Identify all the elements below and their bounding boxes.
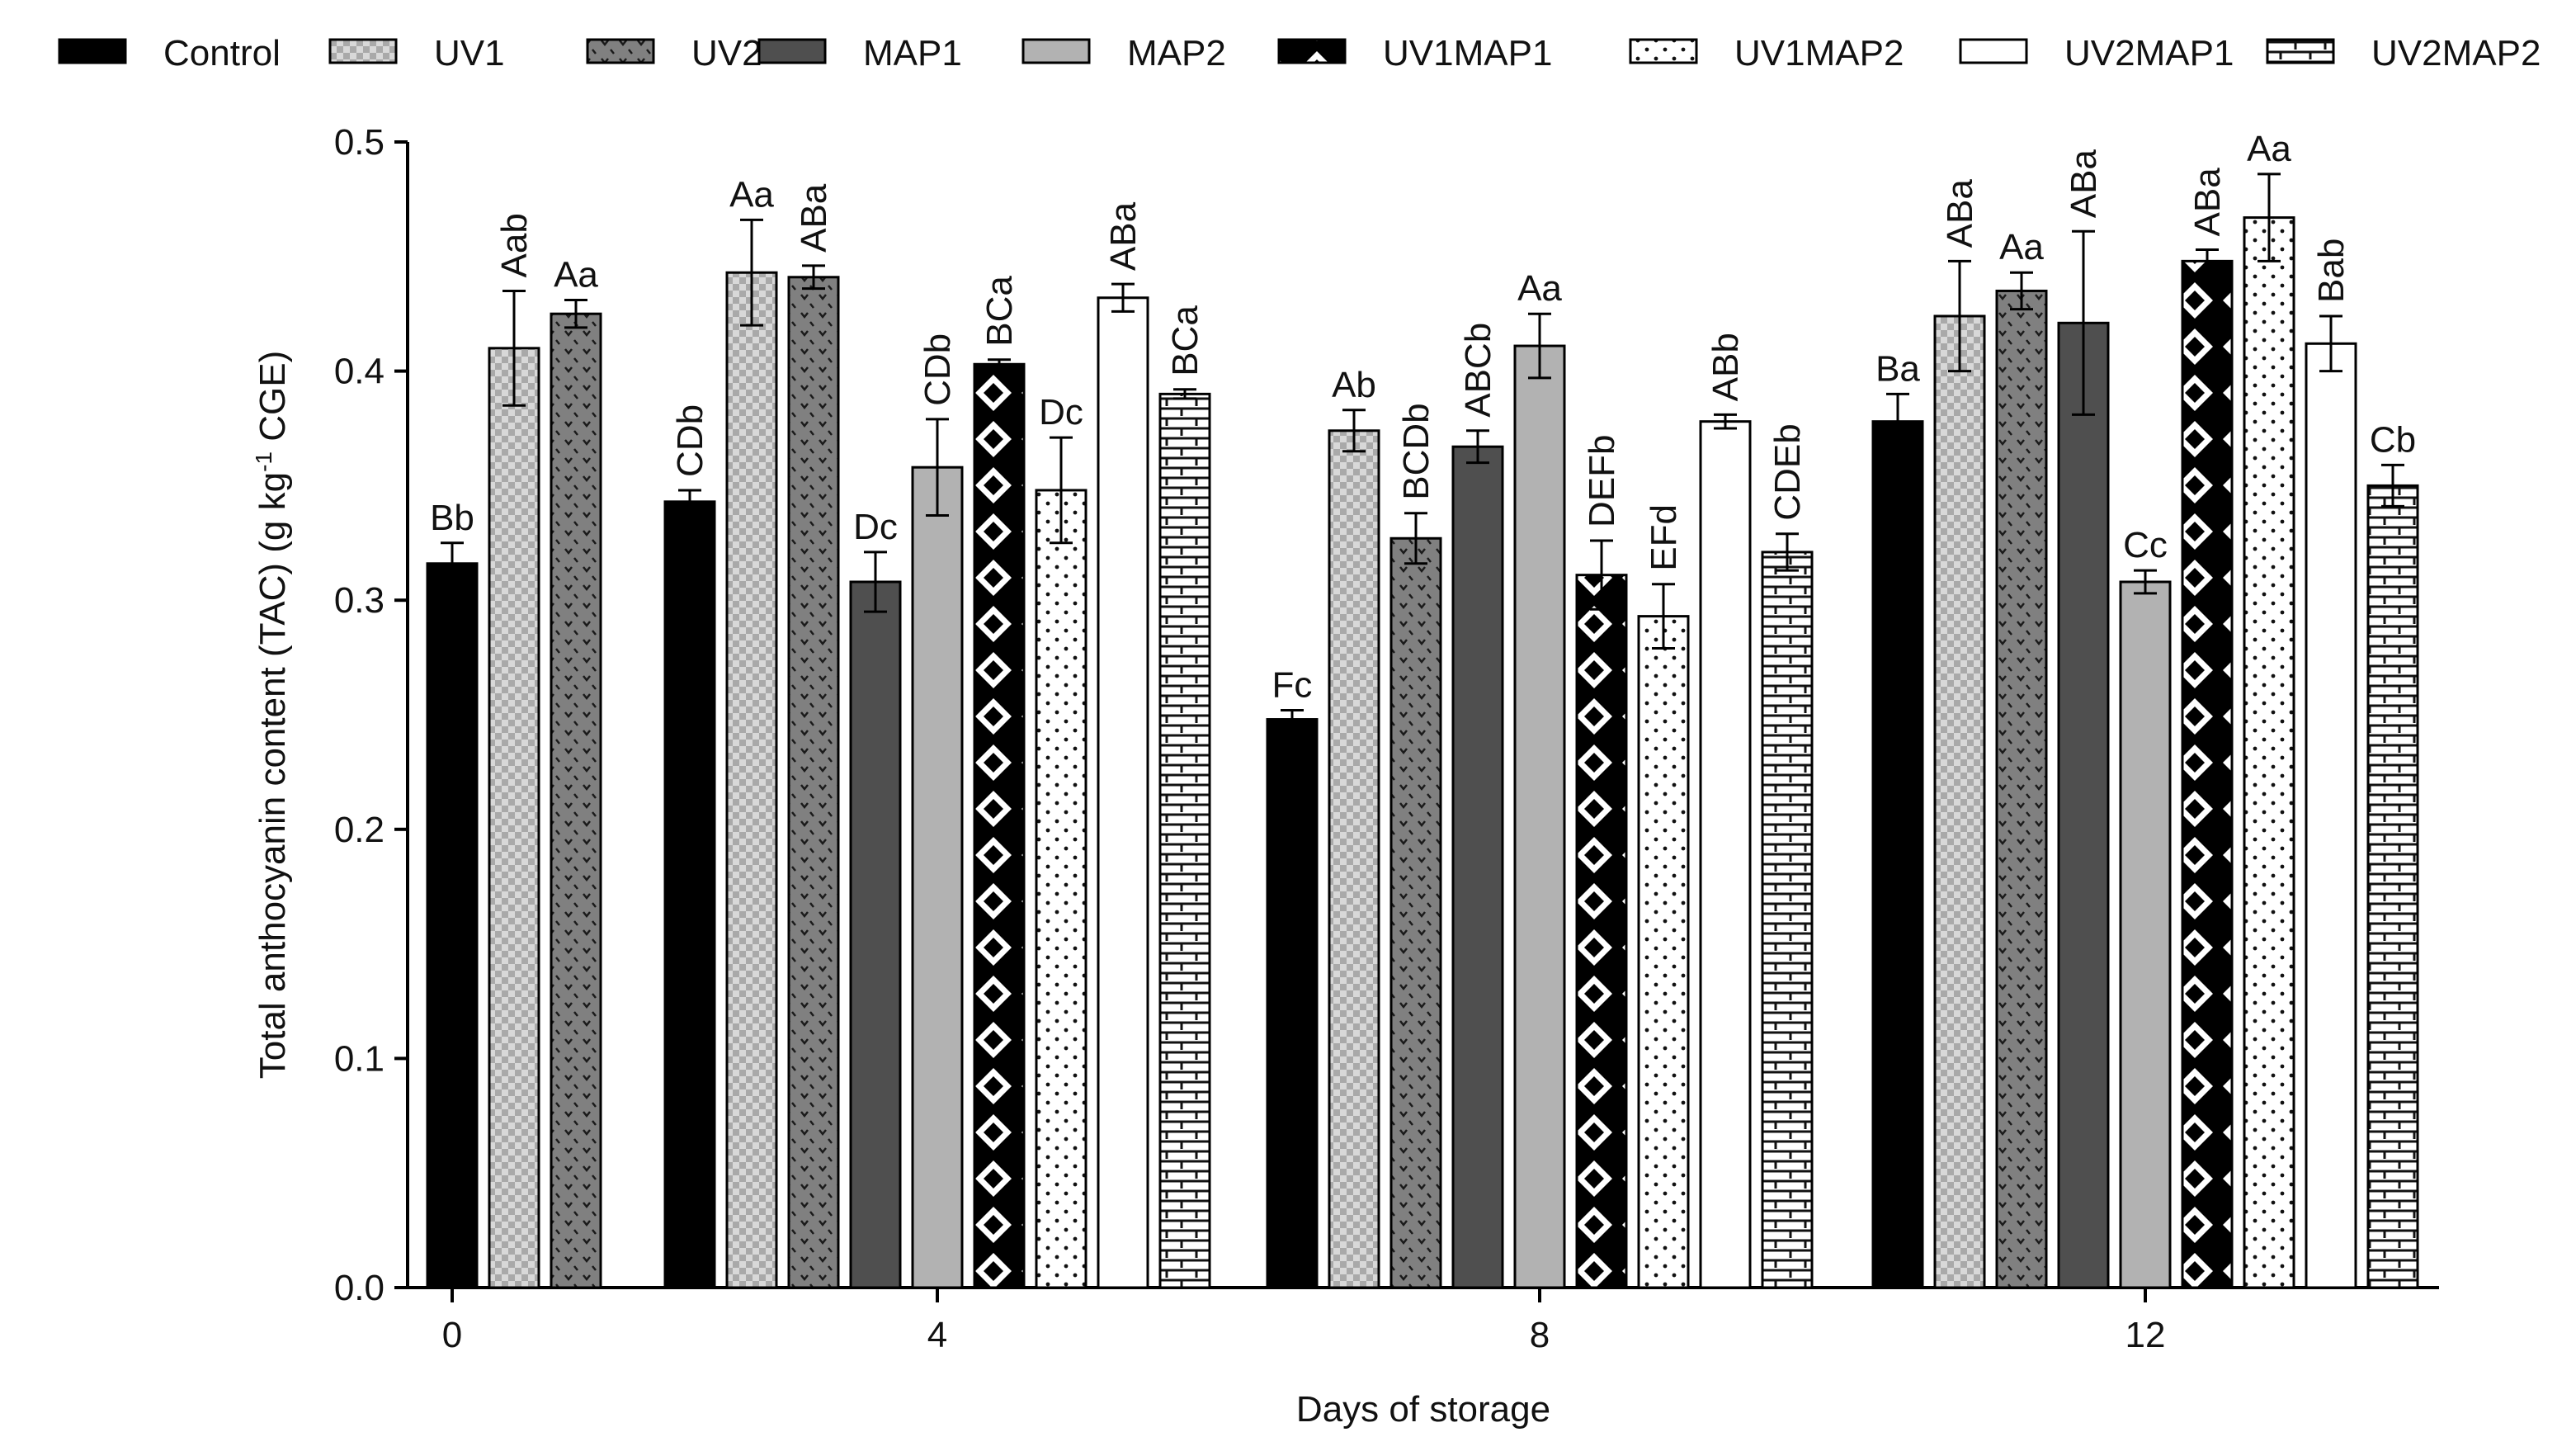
x-axis-title: Days of storage xyxy=(1296,1389,1550,1430)
legend-label-uv2map2: UV2MAP2 xyxy=(2371,33,2541,73)
x-tick-label: 4 xyxy=(927,1315,947,1355)
bar-letter-label: Aa xyxy=(1999,227,2044,267)
bar-letter-label: ABa xyxy=(2187,168,2228,237)
legend-label-map1: MAP1 xyxy=(863,33,962,73)
bar-letter-label: CDEb xyxy=(1767,423,1808,520)
bars xyxy=(426,216,2419,1289)
legend-swatch-uv2map1 xyxy=(1959,38,2028,64)
legend: Control UV1 UV2 MAP1 MAP2 UV1MAP1 UV1MAP2 UV2MA… xyxy=(58,33,2541,73)
y-tick-label: 0.0 xyxy=(334,1268,385,1308)
bar-letter-label: ABb xyxy=(1706,333,1746,401)
bar-map1-day-8 xyxy=(1451,445,1504,1289)
x-tick-label: 8 xyxy=(1530,1315,1550,1355)
legend-label-uv1map2: UV1MAP2 xyxy=(1734,33,1904,73)
bar-letter-label: Aa xyxy=(554,255,598,295)
bar-letter-label: Fc xyxy=(1272,664,1313,705)
bar-uv1-day-0 xyxy=(488,347,540,1289)
legend-swatch-uv1map1 xyxy=(1277,38,1347,64)
bar-uv1map2-day-12 xyxy=(2243,216,2295,1289)
bar-uv2map1-day-4 xyxy=(1097,296,1149,1289)
legend-swatch-map2 xyxy=(1021,38,1091,64)
y-ticks: 0.0 0.1 0.2 0.3 0.4 0.5 xyxy=(334,122,408,1308)
legend-swatch-map1 xyxy=(757,38,827,64)
bar-letter-label: Aa xyxy=(729,174,774,215)
bar-letter-label: Aa xyxy=(2247,129,2291,169)
legend-label-map2: MAP2 xyxy=(1127,33,1226,73)
bar-letter-label: BCa xyxy=(979,276,1020,347)
legend-swatch-uv1 xyxy=(328,38,398,64)
bar-letter-label: Dc xyxy=(853,507,898,547)
y-tick-label: 0.5 xyxy=(334,122,385,163)
bar-letter-label: ABa xyxy=(794,183,834,253)
bar-control-day-12 xyxy=(1871,420,1924,1289)
legend-label-control: Control xyxy=(163,33,281,73)
legend-swatch-uv2map2 xyxy=(2266,38,2335,64)
bar-control-day-4 xyxy=(663,500,716,1289)
bar-uv2map1-day-8 xyxy=(1699,420,1752,1289)
bar-uv1-day-8 xyxy=(1328,429,1380,1289)
legend-swatch-uv1map2 xyxy=(1629,38,1698,64)
y-tick-label: 0.3 xyxy=(334,580,385,621)
bar-letter-label: EFd xyxy=(1644,504,1684,571)
bar-letter-label: DEFb xyxy=(1582,435,1622,527)
bar-uv2-day-8 xyxy=(1389,536,1442,1289)
bar-labels: Bb Aab Aa CDb Aa ABa Dc CDb BCa Dc ABa BCa Fc Ab BCDb A… xyxy=(430,129,2416,706)
bar-letter-label: BCa xyxy=(1165,305,1205,376)
legend-label-uv2map1: UV2MAP1 xyxy=(2064,33,2234,73)
legend-swatch-uv2 xyxy=(586,38,655,64)
bar-letter-label: ABa xyxy=(1940,179,1980,248)
y-tick-label: 0.2 xyxy=(334,810,385,850)
axes: 0.0 0.1 0.2 0.3 0.4 0.5 0 4 8 12 Total anthocyan… xyxy=(251,122,2439,1430)
bar-uv1map2-day-8 xyxy=(1637,615,1690,1289)
bar-uv1-day-4 xyxy=(725,271,778,1289)
x-tick-label: 12 xyxy=(2125,1315,2166,1355)
bar-map2-day-8 xyxy=(1513,344,1566,1289)
bar-letter-label: ABa xyxy=(2064,149,2104,219)
legend-swatch-control xyxy=(58,38,127,64)
bar-uv1map1-day-12 xyxy=(2181,259,2234,1289)
bar-letter-label: Cc xyxy=(2123,525,2168,565)
bar-map2-day-4 xyxy=(911,466,964,1289)
bar-uv1map1-day-8 xyxy=(1575,574,1628,1289)
bar-uv2map2-day-12 xyxy=(2366,484,2419,1289)
bar-letter-label: CDb xyxy=(918,333,958,406)
bar-uv2map1-day-12 xyxy=(2305,342,2357,1289)
bar-map2-day-12 xyxy=(2119,580,2172,1289)
bar-control-day-0 xyxy=(426,562,479,1289)
bar-uv1map1-day-4 xyxy=(973,362,1026,1289)
bar-uv2-day-12 xyxy=(1995,289,2048,1289)
bar-letter-label: ABCb xyxy=(1458,323,1498,418)
bar-uv2map2-day-8 xyxy=(1761,551,1814,1289)
bar-letter-label: CDb xyxy=(670,404,710,477)
bar-letter-label: BCDb xyxy=(1396,403,1437,499)
legend-label-uv1map1: UV1MAP1 xyxy=(1383,33,1552,73)
x-ticks: 0 4 8 12 xyxy=(442,1288,2166,1355)
bar-letter-label: Aa xyxy=(1517,268,1562,309)
bar-uv2-day-4 xyxy=(787,276,840,1289)
bar-letter-label: ABa xyxy=(1103,201,1144,271)
legend-label-uv2: UV2 xyxy=(691,33,762,73)
bar-uv1map2-day-4 xyxy=(1035,489,1087,1289)
y-axis-title: Total anthocyanin content (TAC) (g kg-1 … xyxy=(251,351,293,1079)
bar-letter-label: Bb xyxy=(430,498,474,538)
legend-label-uv1: UV1 xyxy=(434,33,505,73)
bar-uv2-day-0 xyxy=(550,312,602,1289)
bar-letter-label: Aab xyxy=(494,213,535,277)
error-bars xyxy=(441,173,2404,730)
bar-letter-label: Cb xyxy=(2370,419,2416,460)
bar-map1-day-4 xyxy=(849,580,902,1289)
bar-map1-day-12 xyxy=(2057,321,2110,1289)
bar-control-day-8 xyxy=(1266,718,1319,1289)
bar-letter-label: Dc xyxy=(1039,392,1083,432)
bar-letter-label: Ba xyxy=(1875,348,1920,389)
x-tick-label: 0 xyxy=(442,1315,462,1355)
bar-uv2map2-day-4 xyxy=(1158,392,1211,1289)
bar-uv1-day-12 xyxy=(1933,314,1986,1289)
bar-letter-label: Ab xyxy=(1332,365,1376,405)
y-tick-label: 0.1 xyxy=(334,1038,385,1079)
bar-letter-label: Bab xyxy=(2311,239,2352,303)
y-tick-label: 0.4 xyxy=(334,352,385,392)
